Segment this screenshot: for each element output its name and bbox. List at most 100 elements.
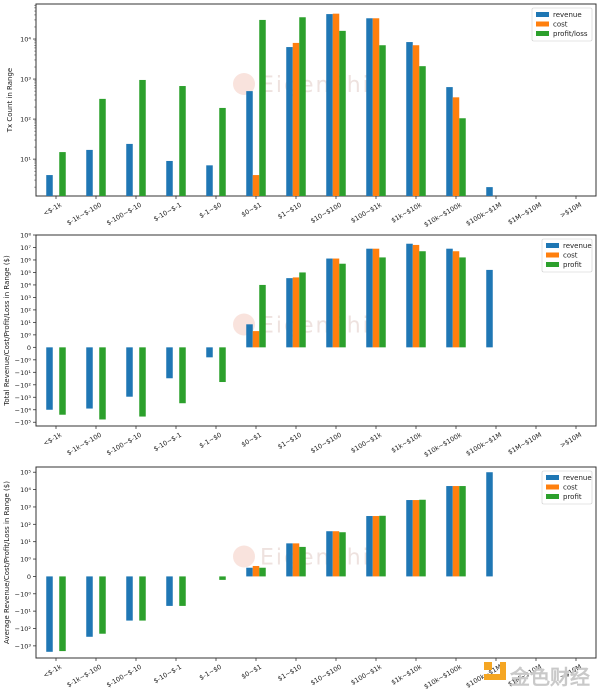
- legend-swatch-revenue: [536, 12, 549, 17]
- bar-cost-5: [252, 331, 260, 348]
- jinse-watermark-text: 金色财经: [509, 665, 590, 689]
- bar-cost-6: [292, 42, 300, 197]
- bar-cost-9: [412, 500, 420, 577]
- y-tick-label: 0: [27, 344, 31, 352]
- x-tick-label: >$10M: [559, 431, 583, 450]
- x-tick-label: $-1k~$-100: [65, 201, 103, 227]
- y-tick-label: 10⁶: [20, 256, 31, 264]
- bar-revenue-8: [366, 248, 373, 348]
- y-tick-label: −10⁵: [15, 419, 32, 427]
- x-tick-label: $10~$100: [309, 663, 343, 687]
- bar-revenue-10: [446, 248, 453, 348]
- bar-profit-2: [139, 576, 146, 621]
- y-tick-label: −10²: [15, 381, 32, 389]
- x-tick-label: $100~$1k: [350, 663, 384, 687]
- x-tick-label: $0~$1: [240, 431, 263, 449]
- chart-panel-2: EigenPhi 10⁸ 10⁷ 10⁶ 10⁵ 10⁴ 10³ 10² 10¹ 10⁰ 0 −10⁰…: [3, 232, 597, 459]
- x-tick-label: $-1~$0: [198, 201, 223, 220]
- bar-revenue-5: [246, 324, 253, 348]
- bar-profit-10: [459, 257, 466, 348]
- legend-label-revenue: revenue: [553, 11, 582, 19]
- legend-swatch-revenue: [546, 243, 559, 248]
- bar-revenue-4: [206, 165, 213, 196]
- bar-revenue-9: [406, 42, 413, 196]
- y-tick-label: 10⁵: [20, 469, 31, 477]
- bar-revenue-9: [406, 500, 413, 577]
- bar-revenue-1: [86, 576, 93, 637]
- y-tick-label: 10¹: [20, 156, 31, 164]
- bar-profit-0: [59, 576, 66, 652]
- y-tick-label: −10⁰: [15, 590, 32, 598]
- bar-profit-5: [259, 284, 266, 348]
- x-tick-label: $-1~$0: [198, 431, 223, 450]
- y-tick-label: −10¹: [15, 608, 32, 616]
- legend-label-profit: profit: [563, 261, 582, 269]
- x-tick-label: $-1k~$-100: [65, 431, 103, 457]
- plot-frame: [35, 234, 597, 427]
- bar-revenue-3: [166, 576, 173, 606]
- x-tick-label: $100~$1k: [350, 201, 384, 225]
- y-tick-label: 10²: [20, 306, 31, 314]
- bar-cost-5: [252, 565, 260, 577]
- eigenphi-watermark: EigenPhi: [233, 545, 369, 571]
- bar-cost-10: [452, 486, 460, 577]
- bar-profit-loss-2: [139, 79, 146, 196]
- bar-cost-7: [332, 13, 340, 197]
- y-tick-label: −10³: [15, 642, 32, 650]
- bar-profit-10: [459, 486, 466, 577]
- x-tick-label: $10~$100: [309, 431, 343, 455]
- bar-profit-loss-6: [299, 17, 306, 197]
- y-tick-label: 0: [27, 573, 31, 581]
- y-tick-label: 10³: [20, 294, 31, 302]
- y-axis-label: Total Revenue/Cost/Profit/Loss in Range …: [3, 255, 11, 407]
- bar-profit-loss-9: [419, 66, 426, 196]
- y-tick-label: 10⁷: [20, 244, 31, 252]
- x-tick-label: <$-1k: [42, 663, 63, 680]
- y-tick-label: 10⁴: [20, 36, 31, 44]
- bar-revenue-2: [126, 576, 133, 621]
- y-tick-label: −10⁴: [15, 406, 32, 414]
- x-tick-label: $1M~$10M: [507, 201, 543, 227]
- bar-profit-3: [179, 347, 186, 404]
- x-tick-label: $10k~$100k: [423, 431, 464, 459]
- y-tick-label: 10¹: [20, 538, 31, 546]
- bar-profit-loss-4: [219, 107, 226, 196]
- bar-profit-8: [379, 257, 386, 348]
- legend-swatch-cost: [546, 252, 559, 258]
- x-tick-label: $100k~$1M: [465, 201, 503, 228]
- x-tick-label: $1~$10: [276, 663, 303, 683]
- legend-swatch-profit: [546, 262, 559, 267]
- jinse-logo-shape: [484, 662, 506, 680]
- eigenphi-logo-icon: [233, 545, 255, 568]
- legend-label-profit: profit: [563, 493, 582, 501]
- y-tick-label: 10⁴: [20, 486, 31, 494]
- bar-profit-7: [339, 263, 346, 348]
- eigenphi-watermark: EigenPhi: [233, 313, 369, 339]
- legend-label-revenue: revenue: [563, 242, 592, 250]
- y-tick-label: −10⁰: [15, 356, 32, 364]
- jinse-watermark: 金色财经: [484, 662, 590, 689]
- bar-profit-loss-3: [179, 86, 186, 196]
- bar-revenue-11: [486, 187, 493, 196]
- y-tick-label: 10⁵: [20, 269, 31, 277]
- x-tick-label: $1~$10: [276, 431, 303, 451]
- y-tick-label: 10⁸: [20, 232, 31, 240]
- y-tick-label: −10³: [15, 394, 32, 402]
- legend-swatch-cost: [546, 484, 559, 490]
- bar-cost-7: [332, 258, 340, 348]
- x-tick-label: >$10M: [559, 201, 583, 220]
- x-tick-label: $1k~$10k: [390, 663, 423, 687]
- bar-cost-8: [372, 18, 380, 197]
- bar-revenue-0: [46, 347, 53, 410]
- legend-label-cost: cost: [553, 21, 568, 29]
- bar-profit-loss-10: [459, 118, 466, 196]
- legend-swatch-revenue: [546, 475, 559, 480]
- x-tick-label: $0~$1: [240, 663, 263, 681]
- legend-label-cost: cost: [563, 252, 578, 260]
- chart-panel-3: EigenPhi 10⁵ 10⁴ 10³ 10² 10¹ 10⁰ 0 −10⁰ −10¹ −10² −…: [3, 466, 597, 691]
- legend-swatch-profit: [546, 494, 559, 499]
- bar-revenue-0: [46, 576, 53, 652]
